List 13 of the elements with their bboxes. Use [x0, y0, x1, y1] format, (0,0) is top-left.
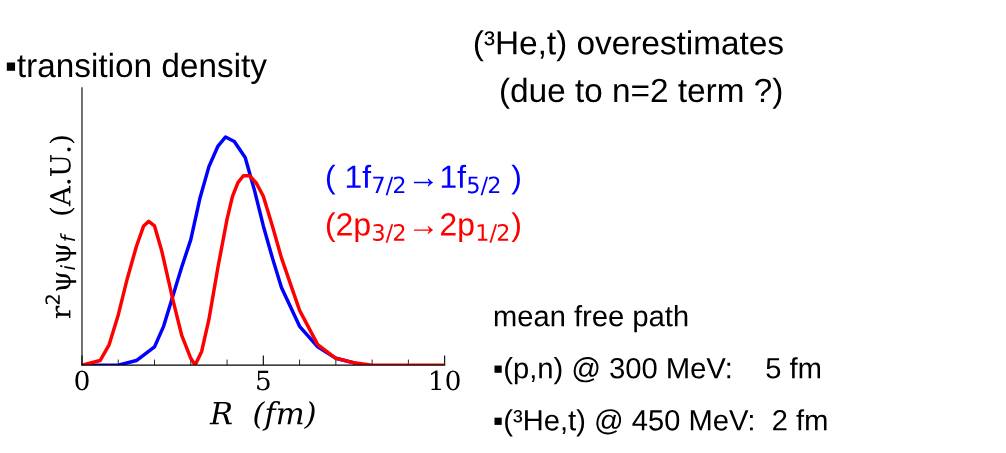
text: (due to n=2 term ?)	[501, 77, 782, 109]
x-tick-label: 5	[257, 370, 270, 391]
chart-title: ▪transition density	[6, 52, 267, 84]
y-axis-title: r$^{2}$ψ$_{i}$ψ$_{f}$ (A.U.)	[45, 136, 77, 319]
series-label: (2p$_{3/2}$→2p$_{1/2}$)	[326, 212, 520, 243]
x-tick-label: 0	[75, 370, 89, 391]
x-tick-label: 10	[431, 370, 460, 391]
text: ▪(p,n) @ 300 MeV: 5 fm	[494, 357, 821, 385]
x-axis-title: R (fm)	[209, 401, 315, 431]
text: ( 1f$_{7/2}$→1f$_{5/2}$ )	[326, 164, 520, 196]
text: (³He,t) overestimates	[474, 30, 783, 62]
text: ▪(³He,t) @ 450 MeV: 2 fm	[494, 409, 827, 437]
text: mean free path	[494, 305, 688, 333]
